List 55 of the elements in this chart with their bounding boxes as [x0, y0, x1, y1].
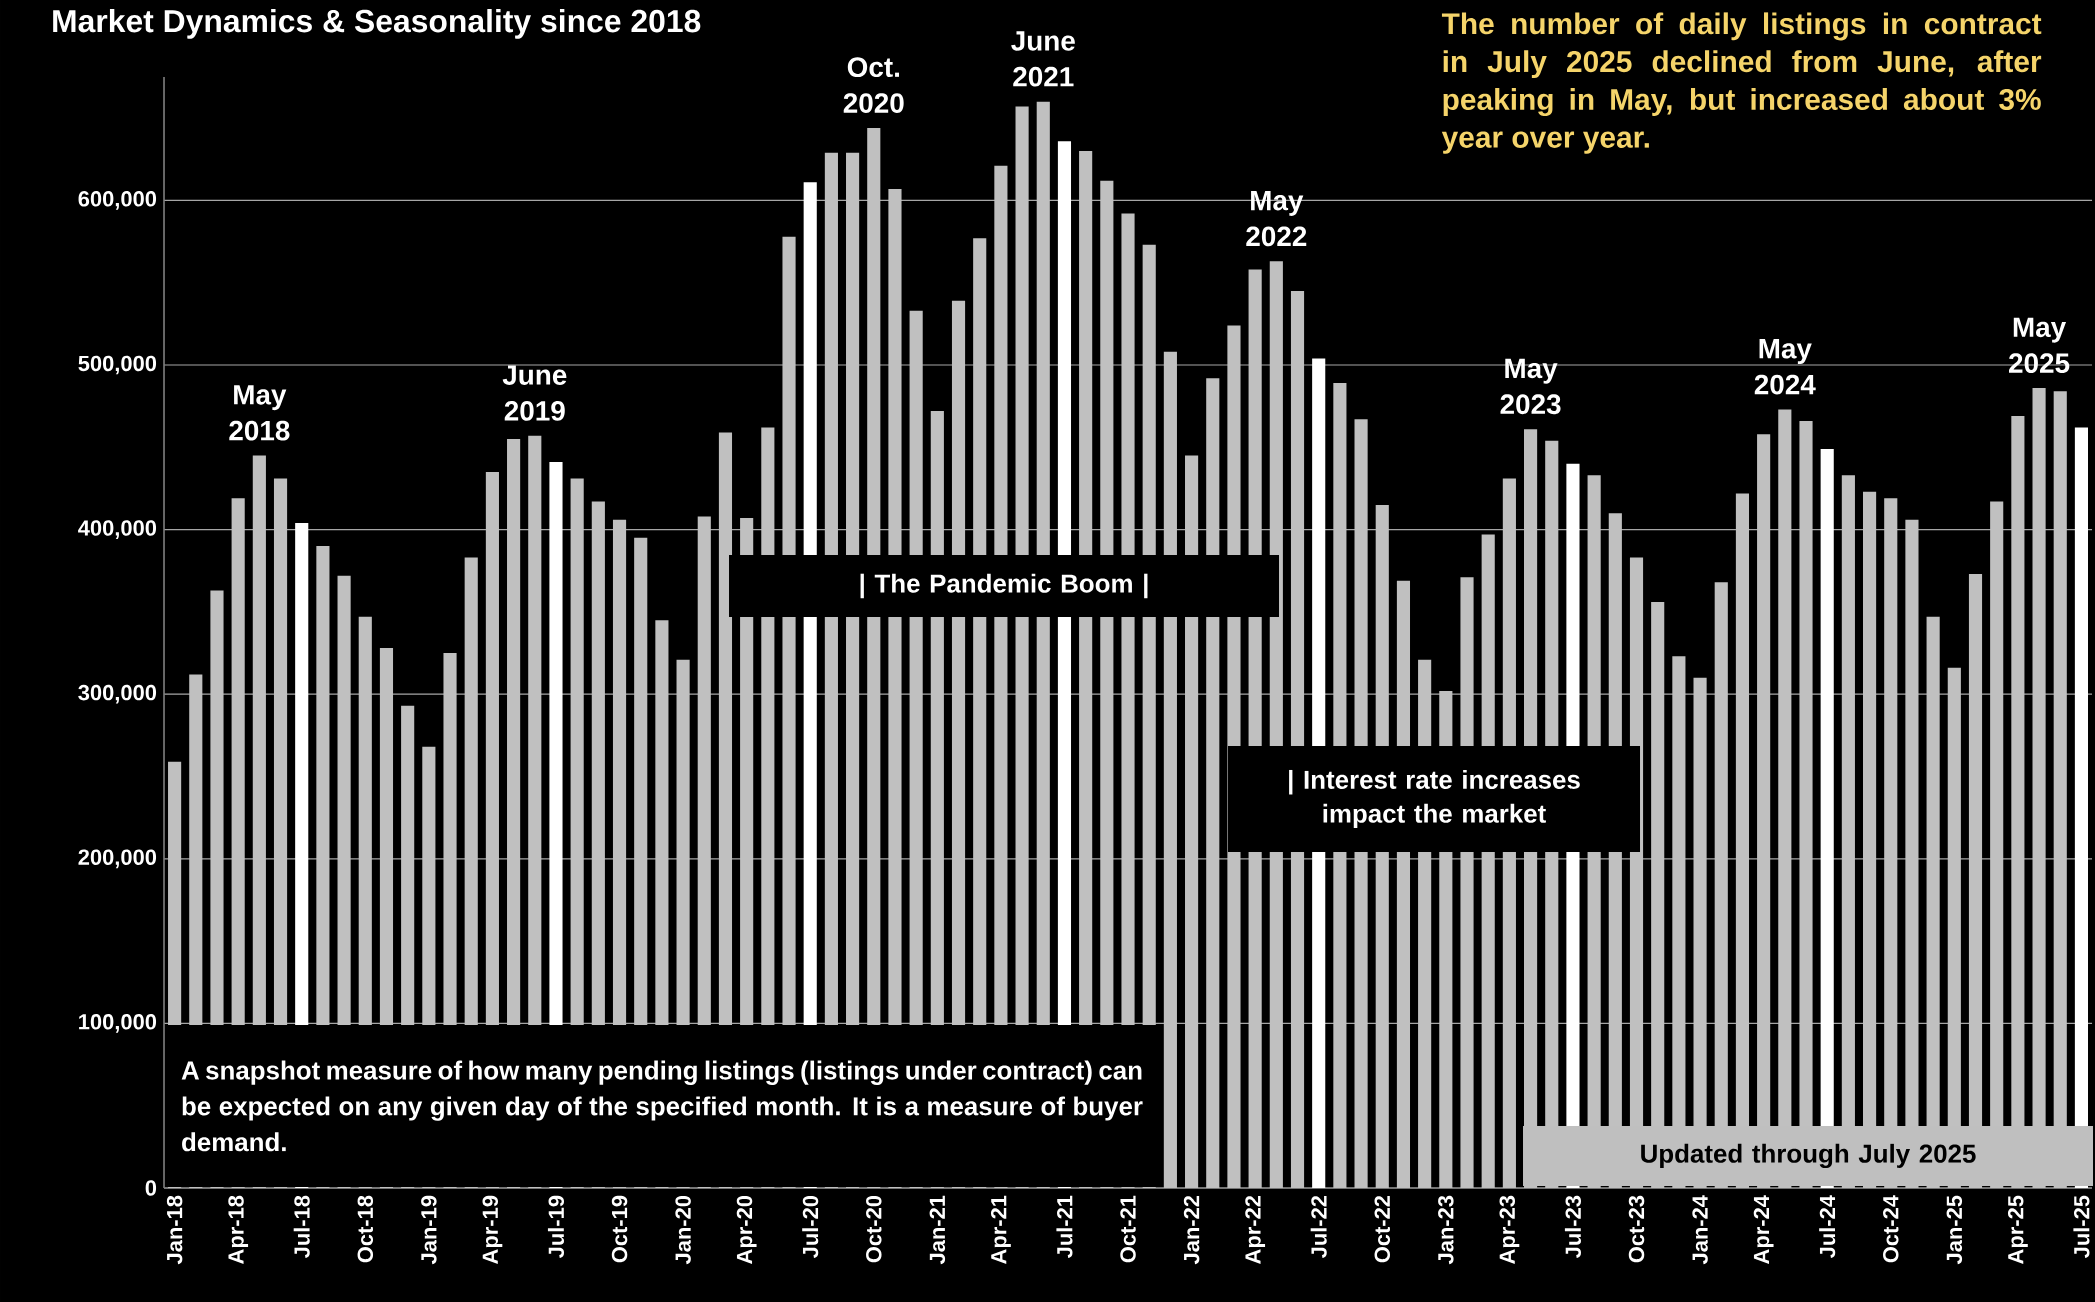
x-tick-label: Apr-23	[1499, 1195, 1520, 1264]
annotation: The number of daily listings in contract in July 2025 declined from June, after peaking in May, but increased about 3% year over year.	[1441, 12, 2042, 154]
x-tick-label: Jul-19	[547, 1195, 565, 1259]
y-tick-label: 500,000	[78, 355, 157, 375]
x-tick-label: Apr-20	[736, 1195, 757, 1264]
x-tick-label: Apr-21	[990, 1195, 1011, 1264]
chart-title: Market Dynamics & Seasonality since 2018	[53, 9, 701, 39]
x-tick-label: Jan-23	[1438, 1195, 1454, 1265]
x-tick-label: Jan-22	[1183, 1195, 1200, 1265]
x-tick-label: Oct-18	[357, 1195, 374, 1263]
x-tick-label: Jul-21	[1056, 1195, 1073, 1259]
annotation: May 2025	[2009, 317, 2070, 374]
x-tick-label: Oct-20	[866, 1195, 882, 1263]
y-tick-label: 600,000	[78, 191, 157, 210]
x-tick-label: Jan-21	[929, 1195, 946, 1265]
bar	[1206, 378, 1220, 1188]
annotation: | The Pandemic Boom |	[860, 573, 1148, 599]
annotation: | Interest rate increases impact the market	[1289, 769, 1580, 828]
x-tick-label: Oct-19	[611, 1195, 628, 1263]
x-tick-label: Oct-22	[1374, 1195, 1391, 1263]
x-tick-label: Jan-25	[1946, 1195, 1963, 1265]
annotation: May 2024	[1754, 339, 1816, 395]
x-tick-label: Apr-18	[228, 1195, 249, 1264]
x-tick-label: Apr-25	[2007, 1195, 2028, 1264]
x-tick-label: Jul-23	[1564, 1195, 1582, 1259]
x-tick-label: Jul-22	[1310, 1195, 1327, 1259]
x-tick-label: Jan-19	[421, 1195, 437, 1265]
annotation: June 2021	[1011, 31, 1075, 87]
x-tick-label: Apr-24	[1753, 1195, 1774, 1264]
x-tick-label: Jul-24	[1819, 1195, 1836, 1259]
x-tick-label: Jan-24	[1692, 1195, 1708, 1265]
annotation: Oct. 2020	[843, 57, 904, 113]
x-tick-label: Oct-21	[1120, 1195, 1136, 1263]
annotation: May 2023	[1500, 358, 1561, 415]
y-tick-label: 300,000	[78, 684, 157, 704]
bar	[1163, 351, 1177, 1188]
x-tick-label: Jul-25	[2073, 1195, 2090, 1259]
bar	[1185, 455, 1199, 1188]
annotation: Updated through July 2025	[1641, 1143, 1976, 1169]
x-tick-label: Oct-23	[1628, 1195, 1645, 1263]
x-tick-label: Apr-22	[1245, 1195, 1266, 1264]
y-tick-label: 100,000	[79, 1014, 157, 1033]
x-tick-label: Jul-20	[802, 1195, 819, 1259]
x-tick-label: Jul-18	[293, 1195, 310, 1259]
annotation: A snapshot measure of how many pending listings (listings under contract) can be expected on any given day of the specified month. It is a measure of buyer demand.	[181, 1060, 1143, 1152]
x-tick-label: Apr-19	[482, 1195, 503, 1264]
y-tick-label: 200,000	[78, 849, 157, 869]
y-tick-label: 400,000	[78, 520, 157, 539]
bar	[2074, 427, 2089, 1188]
x-tick-label: Jan-20	[675, 1195, 691, 1265]
annotation: May 2018	[229, 385, 290, 441]
x-tick-label: Oct-24	[1883, 1195, 1899, 1263]
x-tick-label: Jan-18	[166, 1195, 183, 1265]
y-tick-label: 0	[145, 1180, 157, 1196]
annotation: June 2019	[502, 365, 567, 421]
